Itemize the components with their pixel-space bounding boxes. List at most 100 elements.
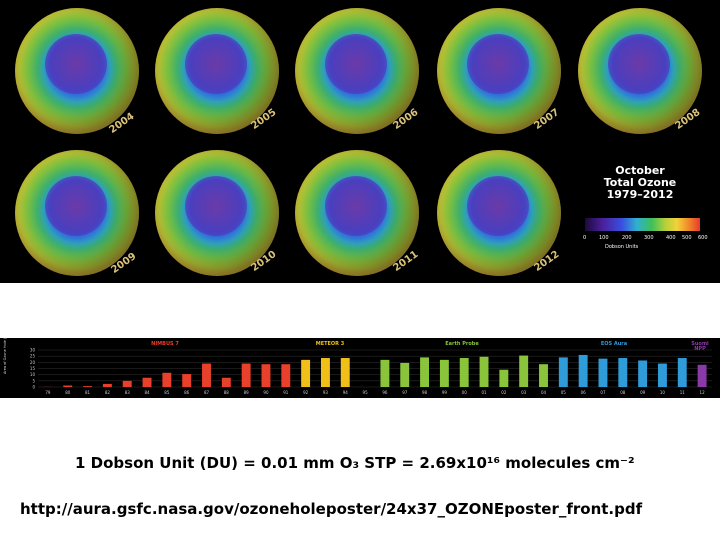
dobson-unit-caption: 1 Dobson Unit (DU) = 0.01 mm O₃ STP = 2.… bbox=[75, 454, 635, 472]
x-tick-label: 11 bbox=[680, 390, 686, 395]
y-tick-label: 15 bbox=[30, 366, 36, 371]
legend-tick: 600 bbox=[698, 235, 708, 241]
bar bbox=[439, 359, 449, 387]
x-tick-label: 81 bbox=[85, 390, 91, 395]
ozone-hole bbox=[185, 176, 247, 236]
x-tick-label: 94 bbox=[343, 390, 349, 395]
bar bbox=[400, 362, 410, 387]
bar bbox=[320, 358, 330, 387]
x-tick-label: 08 bbox=[620, 390, 626, 395]
y-tick-label: 10 bbox=[30, 372, 36, 377]
ozone-hole bbox=[608, 34, 670, 94]
bar bbox=[281, 364, 291, 387]
ozone-hole bbox=[467, 34, 529, 94]
legend-title-line: October bbox=[615, 164, 665, 177]
ozone-hole-area-chart: Area of Ozone Hole (million km²) 0 5 10 15 20… bbox=[0, 338, 720, 398]
ozone-globe-2005 bbox=[155, 8, 279, 134]
bar bbox=[142, 377, 152, 387]
bar bbox=[261, 364, 271, 387]
ozone-globe-2009 bbox=[15, 150, 139, 276]
bar bbox=[102, 383, 112, 387]
x-tick-label: 01 bbox=[481, 390, 487, 395]
bar bbox=[618, 358, 628, 387]
y-tick-label: 0 bbox=[32, 385, 35, 390]
bar bbox=[83, 386, 93, 387]
x-tick-label: 98 bbox=[422, 390, 428, 395]
mission-label: METEOR 3 bbox=[316, 341, 345, 347]
x-tick-label: 85 bbox=[164, 390, 170, 395]
ozone-globes-panel: 2004 2005 2006 2007 2008 2009 2010 2011 … bbox=[0, 0, 720, 283]
x-tick-label: 10 bbox=[660, 390, 666, 395]
x-tick-label: 04 bbox=[541, 390, 547, 395]
x-tick-label: 84 bbox=[144, 390, 150, 395]
bar bbox=[677, 358, 687, 387]
bar bbox=[558, 357, 568, 387]
legend-tick: 100 bbox=[599, 235, 609, 241]
bar bbox=[162, 372, 172, 387]
bar bbox=[459, 358, 469, 387]
bar bbox=[638, 360, 648, 387]
bar bbox=[519, 355, 529, 387]
bar bbox=[657, 363, 667, 387]
legend-units: Dobson Units bbox=[605, 244, 639, 250]
x-tick-label: 86 bbox=[184, 390, 190, 395]
ozone-globe-2008 bbox=[578, 8, 702, 134]
legend-tick: 500 bbox=[682, 235, 692, 241]
mission-label: EOS Aura bbox=[601, 341, 627, 347]
bar bbox=[301, 359, 311, 387]
bar bbox=[420, 357, 430, 387]
x-tick-label: 00 bbox=[462, 390, 468, 395]
mission-label: Earth Probe bbox=[445, 341, 479, 347]
bar bbox=[598, 358, 608, 387]
legend-tick: 200 bbox=[622, 235, 632, 241]
dobson-color-scale bbox=[585, 218, 700, 231]
ozone-globe-2004 bbox=[15, 8, 139, 134]
x-tick-label: 97 bbox=[402, 390, 408, 395]
bar-chart-svg: Area of Ozone Hole (million km²)05101520… bbox=[3, 338, 712, 395]
x-tick-label: 90 bbox=[263, 390, 269, 395]
bar bbox=[380, 359, 390, 387]
source-url: http://aura.gsfc.nasa.gov/ozoneholeposte… bbox=[20, 500, 643, 518]
mission-label: NIMBUS 7 bbox=[151, 341, 179, 347]
bar bbox=[63, 385, 73, 387]
bar bbox=[578, 354, 588, 387]
x-tick-label: 88 bbox=[224, 390, 230, 395]
ozone-globe-2007 bbox=[437, 8, 561, 134]
ozone-hole bbox=[45, 176, 107, 236]
y-tick-label: 5 bbox=[32, 378, 35, 383]
x-tick-label: 12 bbox=[700, 390, 706, 395]
legend-tick: 0 bbox=[583, 235, 587, 241]
x-tick-label: 92 bbox=[303, 390, 309, 395]
y-tick-label: 25 bbox=[30, 354, 36, 359]
bar bbox=[202, 363, 211, 387]
ozone-hole bbox=[45, 34, 107, 94]
ozone-globe-2012 bbox=[437, 150, 561, 276]
legend-title-line: Total Ozone bbox=[603, 176, 677, 189]
ozone-globe-2006 bbox=[295, 8, 419, 134]
bar bbox=[221, 377, 231, 387]
x-tick-label: 93 bbox=[323, 390, 329, 395]
x-tick-label: 87 bbox=[204, 390, 210, 395]
x-tick-label: 91 bbox=[283, 390, 289, 395]
y-tick-label: 30 bbox=[30, 348, 36, 353]
ozone-hole bbox=[325, 34, 387, 94]
legend-tick: 300 bbox=[644, 235, 654, 241]
ozone-hole bbox=[185, 34, 247, 94]
x-tick-label: 89 bbox=[244, 390, 250, 395]
x-tick-label: 79 bbox=[45, 390, 51, 395]
bar bbox=[122, 380, 132, 387]
ozone-globe-2010 bbox=[155, 150, 279, 276]
mission-label: Suomi bbox=[691, 341, 709, 347]
x-tick-label: 03 bbox=[521, 390, 527, 395]
ozone-hole bbox=[467, 176, 529, 236]
bar bbox=[539, 364, 548, 387]
x-tick-label: 02 bbox=[501, 390, 507, 395]
bar bbox=[182, 374, 192, 387]
bar bbox=[697, 364, 707, 387]
legend-title-line: 1979–2012 bbox=[606, 188, 674, 201]
x-tick-label: 05 bbox=[561, 390, 567, 395]
bar bbox=[479, 356, 489, 387]
legend-tick: 400 bbox=[666, 235, 676, 241]
y-tick-label: 20 bbox=[30, 360, 36, 365]
x-tick-label: 83 bbox=[125, 390, 131, 395]
